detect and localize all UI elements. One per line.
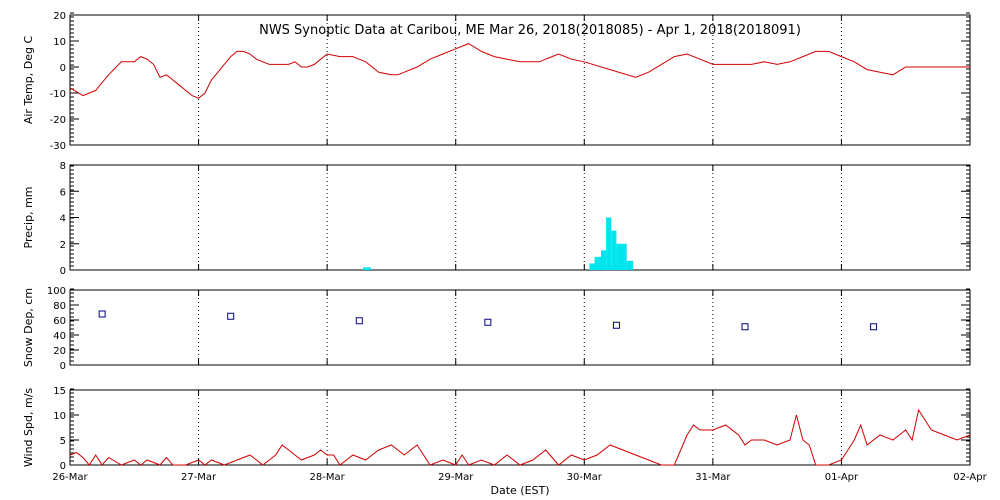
y-axis-label: Snow Dep, cm [22,288,35,367]
y-tick-label: 4 [60,214,66,225]
chart-title: NWS Synoptic Data at Caribou, ME Mar 26,… [259,23,801,38]
panel-4: 0 5 10 15 Wind Spd, m/s [22,386,971,472]
snow-depth-point [227,312,235,320]
x-tick-label: 28-Mar [310,472,346,483]
y-axis-label: Wind Spd, m/s [22,388,35,468]
x-tick-label: 30-Mar [567,472,603,483]
y-tick-label: -10 [50,89,66,100]
y-tick-label: 100 [47,286,66,297]
panel-1: -30 -20 -10 0 10 20 Air Temp, Deg C [22,11,971,152]
y-tick-label: 6 [60,187,66,198]
x-tick-label: 26-Mar [52,472,88,483]
y-tick-label: 0 [60,461,66,472]
y-axis-label: Precip, mm [22,187,35,249]
precip-bar [626,260,634,270]
y-tick-label: 15 [53,386,66,397]
x-tick-label: 01-Apr [825,472,859,483]
y-tick-label: -30 [50,141,66,152]
precip-bar [601,250,607,270]
precip-bar [606,217,612,270]
y-tick-label: 0 [60,361,66,372]
panel-frame [69,389,971,466]
precip-bar [616,243,627,270]
y-tick-label: -20 [50,115,66,126]
y-tick-label: 80 [53,301,66,312]
precip-bar [363,267,371,270]
x-tick-label: 02-Apr [953,472,987,483]
precip-bar [589,263,595,270]
snow-depth-point [870,323,878,331]
panel-2: 0 2 4 6 8 Precip, mm [22,161,971,277]
y-tick-label: 20 [53,11,66,22]
y-tick-label: 40 [53,331,66,342]
x-tick-label: 27-Mar [181,472,217,483]
y-tick-label: 8 [60,161,66,172]
y-tick-label: 60 [53,316,66,327]
y-tick-label: 0 [60,63,66,74]
x-tick-labels: 26-Mar 27-Mar 28-Mar 29-Mar 30-Mar 31-Mar 01-A… [52,472,987,483]
panel-frame [69,164,971,271]
y-tick-label: 10 [53,37,66,48]
y-tick-label: 0 [60,266,66,277]
x-tick-label: 31-Mar [695,472,731,483]
snow-depth-point [612,321,620,329]
wind-speed-line [69,408,971,466]
y-axis-label: Air Temp, Deg C [22,36,35,125]
snow-depth-point [741,323,749,331]
x-tick-label: 29-Mar [438,472,474,483]
y-tick-label: 2 [60,240,66,251]
y-tick-label: 20 [53,346,66,357]
x-axis-label: Date (EST) [490,484,549,497]
y-tick-label: 10 [53,411,66,422]
chart-panels: -30 -20 -10 0 10 20 Air Temp, Deg C 0 2 4 6 8 Precip… [22,11,971,472]
panel-3: 0 20 40 60 80 100 Snow Dep, cm [22,286,971,372]
temperature-line [69,43,970,99]
snow-depth-point [98,310,106,318]
snow-depth-point [355,317,363,325]
precip-bar [611,230,617,270]
panel-frame [69,289,971,366]
snow-depth-point [484,318,492,326]
y-tick-label: 5 [60,436,66,447]
panel-frame [69,14,971,146]
precip-bar [594,256,601,270]
